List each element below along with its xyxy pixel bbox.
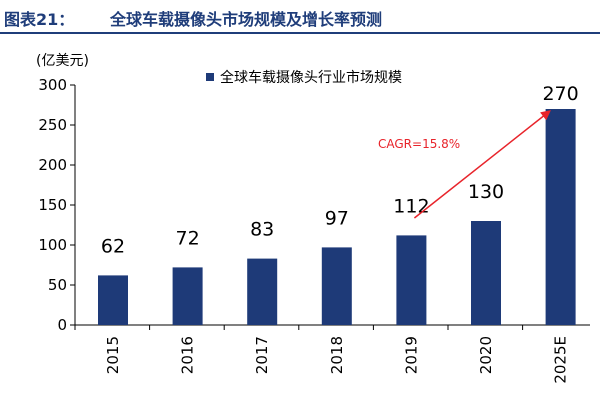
figure-label: 图表21： [4, 10, 75, 29]
x-tick-label: 2025E [552, 336, 570, 384]
bar-value-label: 97 [325, 207, 349, 229]
x-tick-label: 2020 [477, 336, 495, 374]
x-tick-label: 2015 [104, 336, 122, 374]
bar [396, 235, 427, 325]
y-tick-label: 50 [48, 276, 67, 294]
bar-value-label: 83 [250, 219, 274, 241]
legend-swatch [206, 73, 214, 81]
bars-group [98, 109, 576, 325]
cagr-arrow [413, 110, 551, 219]
cagr-annotation: CAGR=15.8% [378, 110, 551, 219]
y-tick-label: 150 [38, 196, 67, 214]
y-tick-label: 100 [38, 236, 67, 254]
y-tick-label: 0 [57, 316, 67, 334]
header-divider [0, 32, 600, 34]
bar-value-label: 270 [542, 83, 578, 105]
x-tick-label: 2016 [179, 336, 197, 374]
chart-title: 全球车载摄像头市场规模及增长率预测 [110, 10, 383, 29]
data-labels-group: 62 2015 72 2016 83 2017 97 2018 112 2019 130 2020 27… [101, 83, 579, 384]
cagr-label: CAGR=15.8% [378, 137, 460, 151]
bar-value-label: 62 [101, 235, 125, 257]
x-tick-label: 2017 [253, 336, 271, 374]
chart-axes: 0 50 100 150 200 250 300 [38, 76, 590, 334]
y-axis-unit-label: (亿美元) [36, 53, 89, 69]
legend: 全球车载摄像头行业市场规模 [206, 67, 402, 87]
bar [98, 275, 128, 325]
y-tick-label: 300 [38, 76, 67, 94]
bar-value-label: 72 [176, 227, 200, 249]
figure-header: 图表21： 全球车载摄像头市场规模及增长率预测 [0, 0, 600, 34]
legend-label: 全球车载摄像头行业市场规模 [220, 70, 402, 86]
y-tick-label: 200 [38, 156, 67, 174]
bar-value-label: 112 [393, 195, 429, 217]
bar-value-label: 130 [468, 181, 504, 203]
y-tick-label: 250 [38, 116, 67, 134]
x-tick-label: 2018 [328, 336, 346, 374]
bar [321, 247, 352, 325]
bar [471, 221, 501, 325]
x-tick-label: 2019 [402, 336, 420, 374]
bar [545, 109, 576, 325]
bar [172, 267, 203, 325]
bar [247, 258, 278, 325]
